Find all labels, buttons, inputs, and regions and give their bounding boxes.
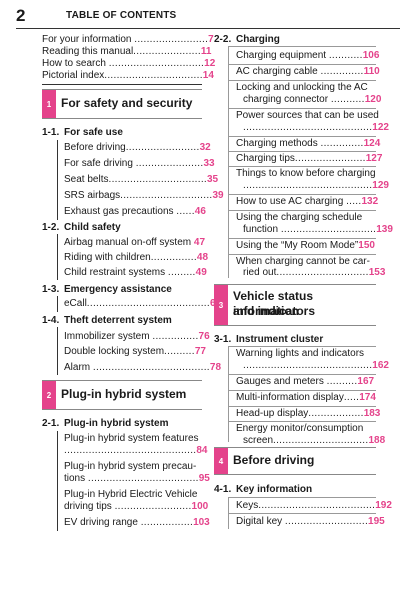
toc-entry[interactable]: Charging tips.......................127 [236, 153, 383, 164]
toc-entry[interactable]: Airbag manual on-off system 47 [64, 237, 206, 248]
toc-entry[interactable]: charging connector ...........120 [243, 94, 382, 105]
page-header: 2 TABLE OF CONTENTS [0, 0, 416, 28]
toc-entry[interactable]: Pictorial index.........................… [42, 70, 214, 81]
section-title: Plug-in hybrid system [64, 418, 169, 429]
section-number: 1-2. [42, 222, 60, 233]
toc-entry[interactable]: Riding with children...............48 [64, 252, 209, 263]
toc-entry[interactable]: driving tips .........................10… [64, 501, 209, 512]
chapter-title-3-line2: and indicators [233, 304, 316, 318]
toc-entry[interactable]: Multi-information display.....174 [236, 392, 376, 403]
section-title: Emergency assistance [64, 284, 172, 295]
toc-entry-line1[interactable]: Things to know before charging [236, 168, 376, 179]
section-number: 2-2. [214, 34, 232, 45]
toc-entry[interactable]: How to use AC charging .....132 [236, 196, 379, 207]
toc-entry[interactable]: ........................................… [243, 122, 389, 133]
section-number: 4-1. [214, 484, 232, 495]
chapter-title-4: Before driving [233, 453, 315, 467]
section-rule [57, 431, 58, 531]
page-title: TABLE OF CONTENTS [66, 10, 177, 21]
section-number: 1-3. [42, 284, 60, 295]
toc-entry[interactable]: SRS airbags.............................… [64, 190, 224, 201]
toc-entry[interactable]: Alarm ..................................… [64, 362, 222, 373]
section-rule [57, 296, 58, 312]
section-rule [57, 140, 58, 220]
toc-entry-line1[interactable]: Warning lights and indicators [236, 348, 365, 359]
toc-entry-line1[interactable]: Energy monitor/consumption [236, 423, 364, 434]
section-title: Theft deterrent system [64, 315, 172, 326]
chapter-tab-4: 4 [214, 448, 228, 474]
chapter-tab-2: 2 [42, 381, 56, 409]
chapter-title-3-line1: Vehicle status information [233, 289, 314, 318]
header-rule [16, 28, 400, 29]
section-title: Instrument cluster [236, 334, 324, 345]
toc-entry[interactable]: How to search ..........................… [42, 58, 216, 69]
toc-entry-line1[interactable]: When charging cannot be car- [236, 256, 370, 267]
toc-entry[interactable]: Exhaust gas precautions ......46 [64, 206, 206, 217]
chapter-heading-1[interactable]: 1 For safety and security [42, 89, 202, 119]
chapter-tab-1: 1 [42, 90, 56, 118]
intro-rule [42, 84, 202, 85]
toc-entry-line1[interactable]: Plug-in hybrid system features [64, 433, 199, 444]
toc-entry[interactable]: Charging equipment ...........106 [236, 50, 380, 61]
toc-entry[interactable]: Digital key ...........................1… [236, 516, 385, 527]
page-number: 2 [16, 6, 26, 25]
toc-entry-line1[interactable]: Using the charging schedule [236, 212, 363, 223]
toc-entry-line1[interactable]: Plug-in Hybrid Electric Vehicle [64, 489, 198, 500]
chapter-heading-3[interactable]: 3 Vehicle status information and indicat… [214, 284, 376, 326]
chapter-title-2: Plug-in hybrid system [61, 387, 187, 401]
section-rule [57, 327, 58, 375]
section-title: For safe use [64, 127, 123, 138]
toc-entry[interactable]: tions ..................................… [64, 473, 210, 484]
toc-entry[interactable]: ........................................… [243, 360, 389, 371]
toc-entry-line1[interactable]: Power sources that can be used [236, 110, 379, 121]
toc-entry-line1[interactable]: Plug-in hybrid system precau- [64, 461, 197, 472]
section-title: Charging [236, 34, 280, 45]
toc-entry[interactable]: ried out..............................15… [243, 267, 386, 278]
toc-entry[interactable]: Child restraint systems .........49 [64, 267, 207, 278]
section-number: 1-4. [42, 315, 60, 326]
toc-entry[interactable]: Head-up display..................183 [236, 408, 381, 419]
toc-entry[interactable]: Seat belts..............................… [64, 174, 219, 185]
toc-entry[interactable]: For your information ...................… [42, 34, 214, 45]
toc-entry[interactable]: Using the “My Room Mode”150 [236, 240, 375, 251]
chapter-title-1: For safety and security [61, 96, 193, 110]
toc-entry[interactable]: ........................................… [243, 180, 389, 191]
toc-entry[interactable]: Reading this manual.....................… [42, 46, 212, 57]
toc-entry[interactable]: function ...............................… [243, 224, 393, 235]
section-number: 2-1. [42, 418, 60, 429]
toc-entry[interactable]: EV driving range .................103 [64, 517, 210, 528]
toc-entry[interactable]: Gauges and meters ..........167 [236, 376, 375, 387]
section-rule [57, 234, 58, 280]
toc-entry[interactable]: ........................................… [64, 445, 208, 456]
section-title: Child safety [64, 222, 121, 233]
toc-entry[interactable]: AC charging cable ..............110 [236, 66, 380, 77]
section-title: Key information [236, 484, 313, 495]
toc-entry[interactable]: Double locking system..........77 [64, 346, 206, 357]
chapter-heading-4[interactable]: 4 Before driving [214, 447, 376, 475]
toc-entry[interactable]: screen...............................188 [243, 435, 386, 446]
section-number: 1-1. [42, 127, 60, 138]
section-number: 3-1. [214, 334, 232, 345]
toc-entry[interactable]: Charging methods ..............124 [236, 138, 381, 149]
toc-entry[interactable]: eCall...................................… [64, 298, 221, 309]
chapter-heading-2[interactable]: 2 Plug-in hybrid system [42, 380, 202, 410]
toc-entry[interactable]: For safe driving ......................3… [64, 158, 215, 169]
toc-entry-line1[interactable]: Locking and unlocking the AC [236, 82, 368, 93]
toc-entry[interactable]: Before driving........................32 [64, 142, 211, 153]
chapter-tab-3: 3 [214, 285, 228, 325]
toc-entry[interactable]: Keys....................................… [236, 500, 392, 511]
toc-entry[interactable]: Immobilizer system ...............76 [64, 331, 210, 342]
